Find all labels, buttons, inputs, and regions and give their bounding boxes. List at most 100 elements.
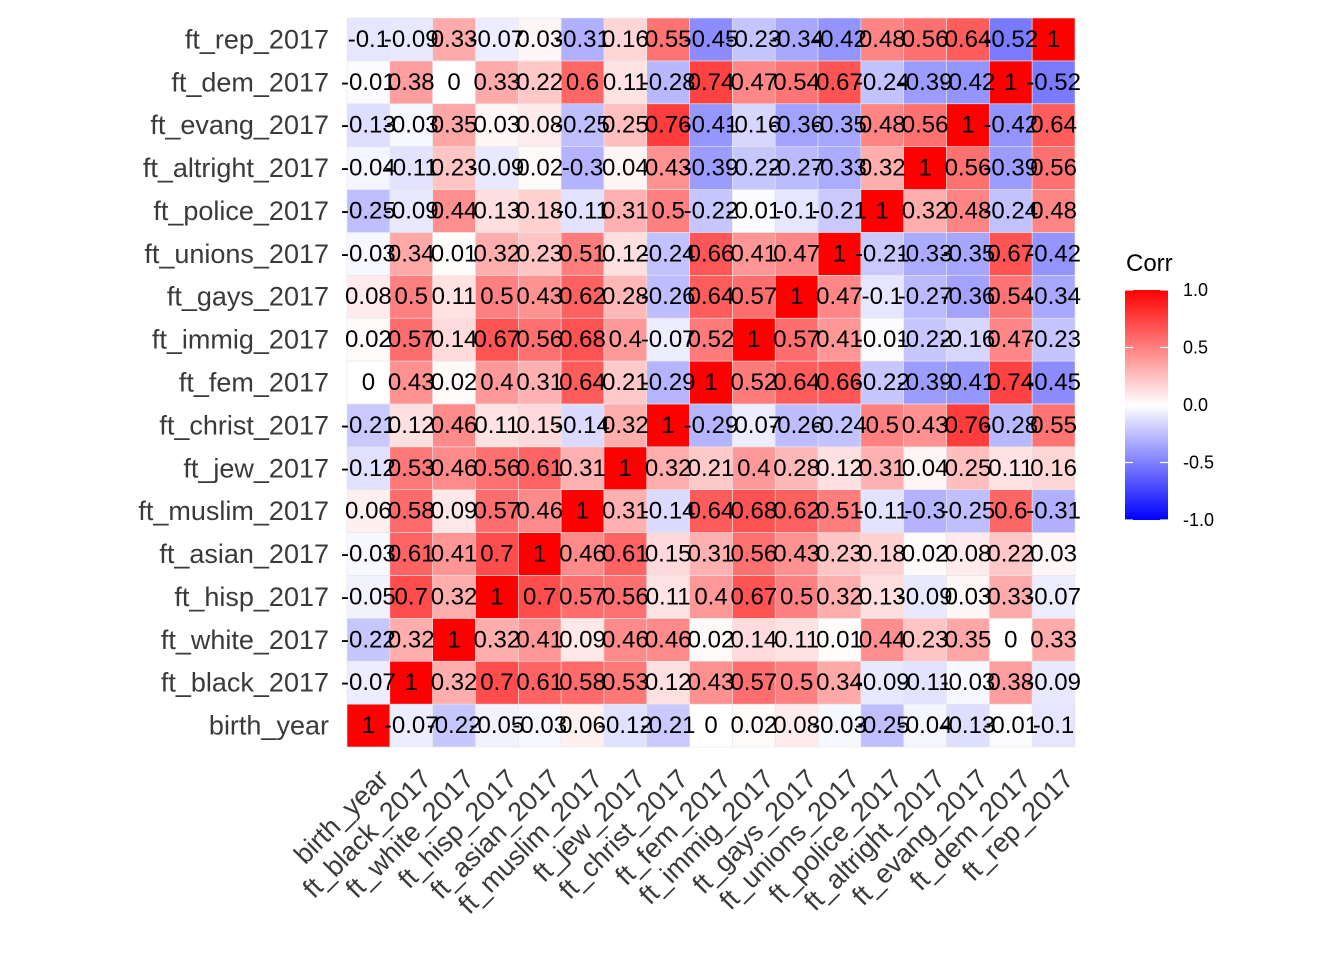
heatmap-cell <box>475 146 519 190</box>
heatmap-cell <box>603 532 648 576</box>
y-tick-label: ft_dem_2017 <box>171 67 329 97</box>
heatmap-cell <box>346 317 391 362</box>
heatmap-cell <box>946 660 990 705</box>
cell-value-label: -0.03 <box>341 240 396 267</box>
heatmap-cell <box>1031 274 1076 319</box>
cell-value-label: 0.62 <box>559 283 606 310</box>
cell-value-label: -0.03 <box>341 541 396 568</box>
cell-value-label: 0.34 <box>388 240 435 267</box>
cell-value-label: 0.23 <box>516 240 563 267</box>
cell-value-label: 0.56 <box>902 112 949 139</box>
heatmap-cell <box>603 575 648 619</box>
cell-value-label: 0.04 <box>902 455 949 482</box>
heatmap-cell <box>389 618 433 662</box>
cell-value-label: 0.48 <box>859 26 906 53</box>
cell-value-label: 0.48 <box>859 112 906 139</box>
heatmap-cell <box>946 232 990 276</box>
cell-value-label: -0.05 <box>341 583 396 610</box>
cell-value-label: -0.33 <box>812 155 867 182</box>
cell-value-label: 0.52 <box>730 369 777 396</box>
heatmap-cell <box>432 103 476 147</box>
heatmap-cell <box>475 189 519 233</box>
cell-value-label: -0.04 <box>898 712 953 739</box>
cell-value-label: 0.47 <box>773 240 820 267</box>
cell-value-label: -0.23 <box>1026 326 1081 353</box>
cell-value-label: 0.61 <box>516 669 563 696</box>
cell-value-label: 0.47 <box>730 69 777 96</box>
heatmap-cell <box>517 403 562 448</box>
heatmap-cell <box>732 532 776 576</box>
heatmap-cell <box>432 446 476 491</box>
heatmap-cell <box>989 489 1033 533</box>
cell-value-label: -0.39 <box>684 155 739 182</box>
heatmap-cell <box>860 232 905 276</box>
heatmap-cell <box>732 103 776 147</box>
cell-value-label: 0.41 <box>516 626 563 653</box>
heatmap-cell <box>989 60 1033 105</box>
heatmap-cell <box>432 618 476 662</box>
heatmap-cell <box>860 489 905 533</box>
cell-value-label: -0.16 <box>726 112 781 139</box>
heatmap-cell <box>346 103 391 147</box>
cell-value-label: 0.67 <box>987 240 1034 267</box>
heatmap-cell <box>475 274 519 319</box>
cell-value-label: 0.06 <box>559 712 606 739</box>
heatmap-cell <box>946 60 990 105</box>
heatmap-cell <box>560 403 605 448</box>
heatmap-cell <box>817 274 862 319</box>
heatmap-cell <box>346 575 391 619</box>
cell-value-label: 0.38 <box>388 69 435 96</box>
heatmap-cell <box>346 403 391 448</box>
heatmap-cell <box>817 575 862 619</box>
cell-value-label: 0.12 <box>602 240 649 267</box>
cell-value-label: 0.02 <box>431 369 478 396</box>
heatmap-cell <box>989 660 1033 705</box>
cell-value-label: -0.07 <box>641 326 696 353</box>
cell-value-label: 0.57 <box>773 326 820 353</box>
cell-value-label: 0.5 <box>780 669 813 696</box>
heatmap-cell <box>646 103 690 147</box>
y-tick-label: ft_jew_2017 <box>183 453 329 483</box>
cell-value-label: -0.25 <box>555 112 610 139</box>
cell-value-label: 0.5 <box>651 197 684 224</box>
heatmap-cell <box>1031 446 1076 491</box>
cell-value-label: 0.64 <box>773 369 820 396</box>
cell-value-label: 0.15 <box>516 412 563 439</box>
cell-value-label: -0.01 <box>855 326 910 353</box>
cell-value-label: 0.34 <box>816 669 863 696</box>
cell-value-label: 0.41 <box>816 326 863 353</box>
cell-value-label: -0.28 <box>641 69 696 96</box>
heatmap-cell <box>946 703 990 748</box>
cell-value-label: 0.33 <box>431 26 478 53</box>
heatmap-cell <box>946 146 990 190</box>
heatmap-cell <box>603 660 648 705</box>
cell-value-label: 0.03 <box>945 583 992 610</box>
cell-value-label: -0.1 <box>1033 712 1074 739</box>
cell-value-label: 0.76 <box>645 112 692 139</box>
heatmap-cell <box>732 489 776 533</box>
heatmap-cell <box>946 575 990 619</box>
heatmap-cell <box>689 146 733 190</box>
heatmap-cell-labels: 1 -0.07-0.22-0.05-0.030.06-0.12-0.21 0 0.02… <box>341 26 1081 739</box>
cell-value-label: 0.31 <box>688 541 735 568</box>
cell-value-label: 1 <box>876 197 889 224</box>
cell-value-label: 0.12 <box>816 455 863 482</box>
heatmap-cell <box>989 703 1033 748</box>
heatmap-cell <box>1031 660 1076 705</box>
heatmap-cell <box>989 317 1033 362</box>
cell-value-label: 0.44 <box>859 626 906 653</box>
y-tick-label: ft_gays_2017 <box>167 282 329 312</box>
cell-value-label: 0.58 <box>388 498 435 525</box>
heatmap-cell <box>903 575 947 619</box>
cell-value-label: 0.08 <box>345 283 392 310</box>
heatmap-cell <box>346 532 391 576</box>
heatmap-cell <box>517 274 562 319</box>
heatmap-cell <box>689 274 733 319</box>
cell-value-label: 0.28 <box>602 283 649 310</box>
cell-value-label: 0.32 <box>388 626 435 653</box>
heatmap-cell <box>860 446 905 491</box>
y-tick-label: ft_police_2017 <box>153 196 329 226</box>
cell-value-label: 0.25 <box>602 112 649 139</box>
cell-value-label: 0.46 <box>431 455 478 482</box>
heatmap-cell <box>689 403 733 448</box>
